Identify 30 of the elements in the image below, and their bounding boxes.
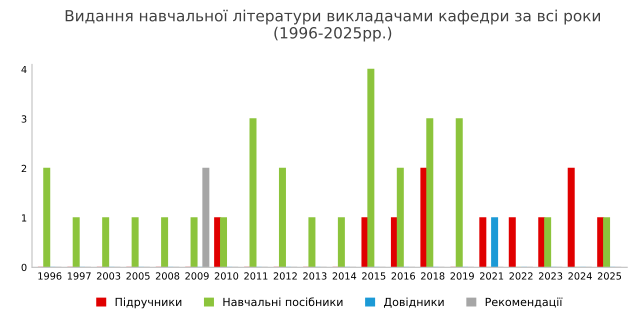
y-tick-label: 4 <box>21 66 27 74</box>
x-tick-label: 2021 <box>480 272 504 280</box>
x-tick-label: 1997 <box>68 272 91 280</box>
y-tick-label: 1 <box>22 214 26 222</box>
x-tick-label: 2005 <box>126 272 150 280</box>
x-tick-label: 2024 <box>568 272 592 280</box>
x-tick-label: 2012 <box>274 272 297 280</box>
x-tick-label: 1996 <box>38 272 62 280</box>
x-tick-label: 2013 <box>303 272 326 280</box>
x-tick-label: 2015 <box>362 272 386 280</box>
x-tick-label: 2014 <box>332 272 356 280</box>
x-tick-label: 2008 <box>156 272 180 280</box>
x-tick-label: 2010 <box>214 272 238 280</box>
x-tick-label: 2016 <box>392 272 416 280</box>
legend-label: Навчальні посібники <box>223 297 342 306</box>
legend-label: Рекомендації <box>486 298 562 308</box>
y-tick-label: 3 <box>22 115 26 123</box>
y-tick-label: 2 <box>22 164 26 172</box>
x-tick-label: 2018 <box>421 272 444 280</box>
x-tick-label: 2023 <box>538 272 562 280</box>
y-tick-label: 0 <box>22 264 26 272</box>
legend-label: Довідники <box>384 298 444 308</box>
x-tick-label: 2011 <box>244 272 268 280</box>
legend-label: Підручники <box>116 298 182 308</box>
x-tick-label: 2019 <box>450 272 474 280</box>
x-tick-label: 2003 <box>96 272 120 280</box>
x-tick-label: 2025 <box>598 272 622 280</box>
x-tick-label: 2009 <box>185 272 209 280</box>
chart-title: Видання навчальної літератури викладачами кафедри за всі роки (1996-2025рр.) <box>66 10 600 42</box>
x-tick-label: 2022 <box>509 272 533 280</box>
